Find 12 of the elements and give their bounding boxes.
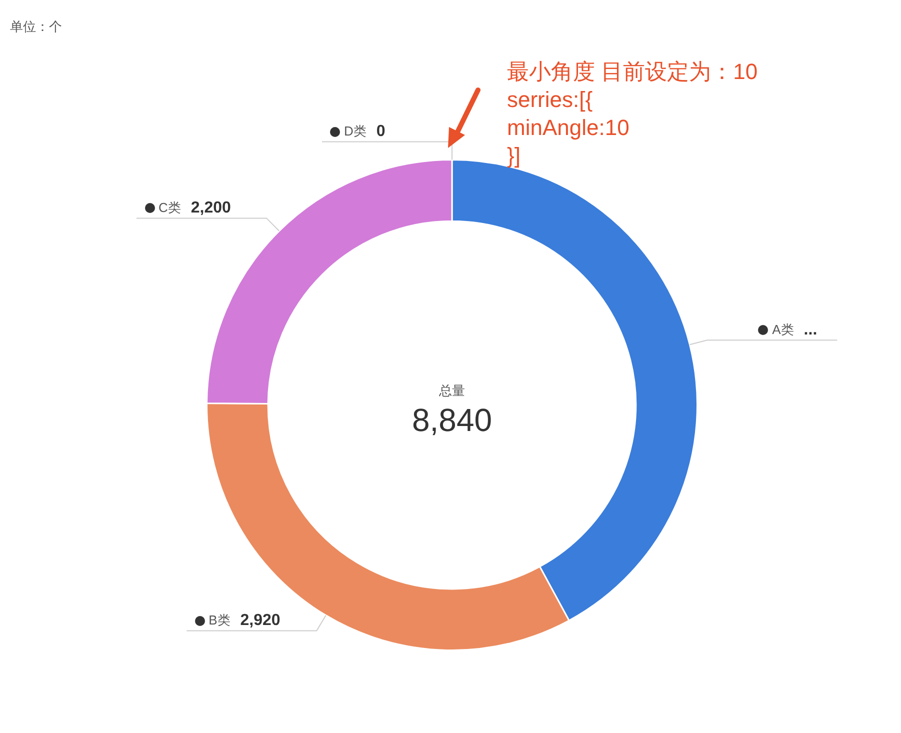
- slice-label: A类: [772, 322, 794, 337]
- text: 总量: [439, 382, 465, 400]
- legend-label: D类: [344, 123, 366, 138]
- text: 最小角度 目前设定为：10 serries:[{ minAngle:10 }]: [507, 58, 758, 170]
- text: 0: [376, 123, 386, 140]
- data-label: 2,920: [240, 612, 280, 630]
- data-label: ...: [804, 322, 818, 339]
- text: 8,840: [412, 402, 492, 439]
- data-label: 2,200: [190, 200, 232, 217]
- text: 单位：个: [10, 18, 62, 36]
- slice-label: B类: [208, 612, 230, 628]
- slice-label: C类: [158, 200, 181, 215]
